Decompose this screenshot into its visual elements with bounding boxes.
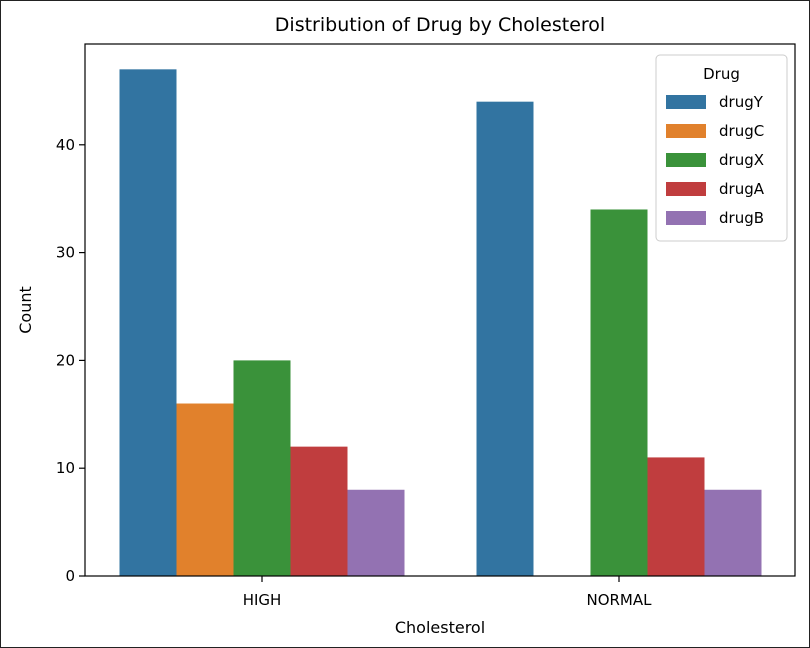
y-tick-label: 30	[56, 244, 75, 262]
x-axis-label: Cholesterol	[395, 618, 485, 637]
bars-group	[119, 69, 762, 577]
bar-drugA-high	[290, 446, 348, 576]
legend-swatch-drugB	[666, 211, 706, 225]
legend-title: Drug	[703, 65, 740, 83]
legend: Drug drugY drugC drugX drugA drugB	[655, 54, 788, 242]
y-axis: 0 10 20 30 40	[56, 136, 85, 585]
bar-drugB-normal	[704, 489, 762, 576]
y-tick-label: 10	[56, 459, 75, 477]
legend-swatch-drugA	[666, 182, 706, 196]
y-tick-label: 40	[56, 136, 75, 154]
legend-swatch-drugX	[666, 153, 706, 167]
bar-drugX-high	[233, 360, 291, 576]
bar-drugA-normal	[647, 457, 705, 576]
legend-label-drugA: drugA	[719, 180, 765, 198]
y-tick-label: 20	[56, 351, 75, 369]
bar-drugY-high	[119, 69, 177, 576]
x-tick-label: HIGH	[243, 591, 282, 609]
bar-drugC-high	[176, 403, 234, 576]
x-axis: HIGH NORMAL	[243, 576, 652, 609]
legend-swatch-drugC	[666, 124, 706, 138]
y-tick-label: 0	[65, 567, 75, 585]
legend-label-drugX: drugX	[719, 151, 764, 169]
bar-drugX-normal	[590, 209, 648, 577]
legend-label-drugY: drugY	[719, 93, 764, 111]
chart-title: Distribution of Drug by Cholesterol	[275, 14, 605, 36]
legend-label-drugC: drugC	[719, 122, 764, 140]
bar-drugY-normal	[476, 101, 534, 576]
plot-area-border	[84, 43, 796, 577]
y-axis-label: Count	[16, 286, 35, 334]
x-tick-label: NORMAL	[586, 591, 652, 609]
legend-swatch-drugY	[666, 95, 706, 109]
legend-label-drugB: drugB	[719, 209, 764, 227]
bar-drugB-high	[347, 489, 405, 576]
